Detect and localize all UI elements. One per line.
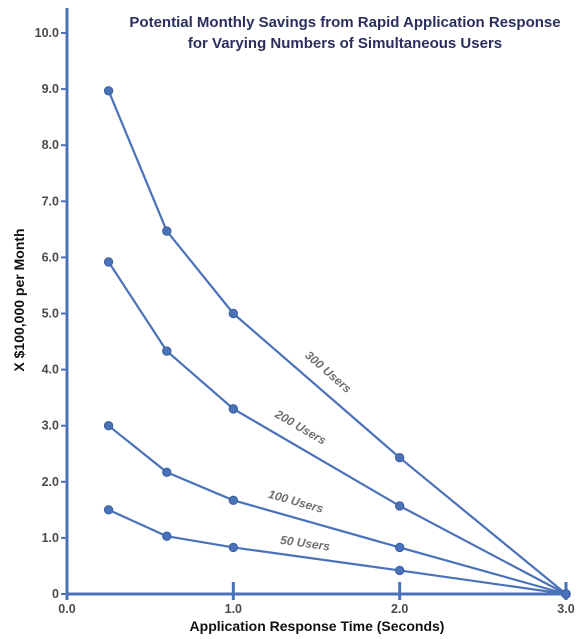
data-point (228, 542, 239, 553)
y-tick-label: 4.0 (42, 363, 59, 377)
data-point (394, 452, 405, 463)
x-tick-label: 3.0 (557, 602, 574, 616)
data-point (103, 257, 114, 267)
chart-title-line-1: Potential Monthly Savings from Rapid App… (129, 14, 560, 31)
x-tick-label: 0.0 (58, 602, 75, 616)
series-label: 300 Users (302, 348, 354, 396)
y-tick-label: 0 (52, 587, 59, 601)
y-tick-label: 5.0 (42, 307, 59, 321)
y-tick-label: 8.0 (42, 138, 59, 152)
series-line (107, 90, 567, 595)
series-label: 50 Users (279, 533, 331, 554)
y-tick-label: 9.0 (42, 82, 59, 96)
data-point (394, 501, 405, 511)
series-label: 200 Users (272, 406, 329, 447)
y-axis-label: X $100,000 per Month (11, 228, 27, 371)
series-line (107, 261, 567, 595)
data-point (162, 226, 172, 236)
data-point (162, 346, 172, 356)
y-tick-label: 6.0 (42, 250, 59, 264)
data-point (162, 531, 172, 541)
data-point (228, 404, 239, 414)
data-point (394, 542, 405, 553)
chart-title-line-2: for Varying Numbers of Simultaneous User… (188, 35, 502, 52)
data-point (103, 86, 114, 96)
data-point (228, 308, 239, 319)
x-axis-label: Application Response Time (Seconds) (190, 618, 445, 634)
data-point (103, 505, 114, 515)
x-tick-label: 1.0 (225, 602, 242, 616)
chart-title: Potential Monthly Savings from Rapid App… (129, 14, 560, 52)
y-tick-label: 10.0 (35, 26, 59, 40)
y-tick-label: 2.0 (42, 475, 59, 489)
data-point (103, 421, 114, 431)
x-tick-label: 2.0 (391, 602, 408, 616)
y-tick-label: 3.0 (42, 419, 59, 433)
series-layer (103, 86, 571, 599)
data-point (561, 589, 571, 599)
axes: 0 1.0 2.0 3.0 4.0 5.0 6.0 7.0 8.0 9.0 10.0 0.0 1.0 2.… (35, 8, 575, 616)
y-tick-label: 7.0 (42, 194, 59, 208)
data-point (162, 467, 172, 477)
series-line (107, 424, 567, 596)
series-line (108, 508, 567, 596)
y-tick-label: 1.0 (42, 531, 59, 545)
data-point (394, 565, 405, 576)
data-point (228, 495, 239, 506)
